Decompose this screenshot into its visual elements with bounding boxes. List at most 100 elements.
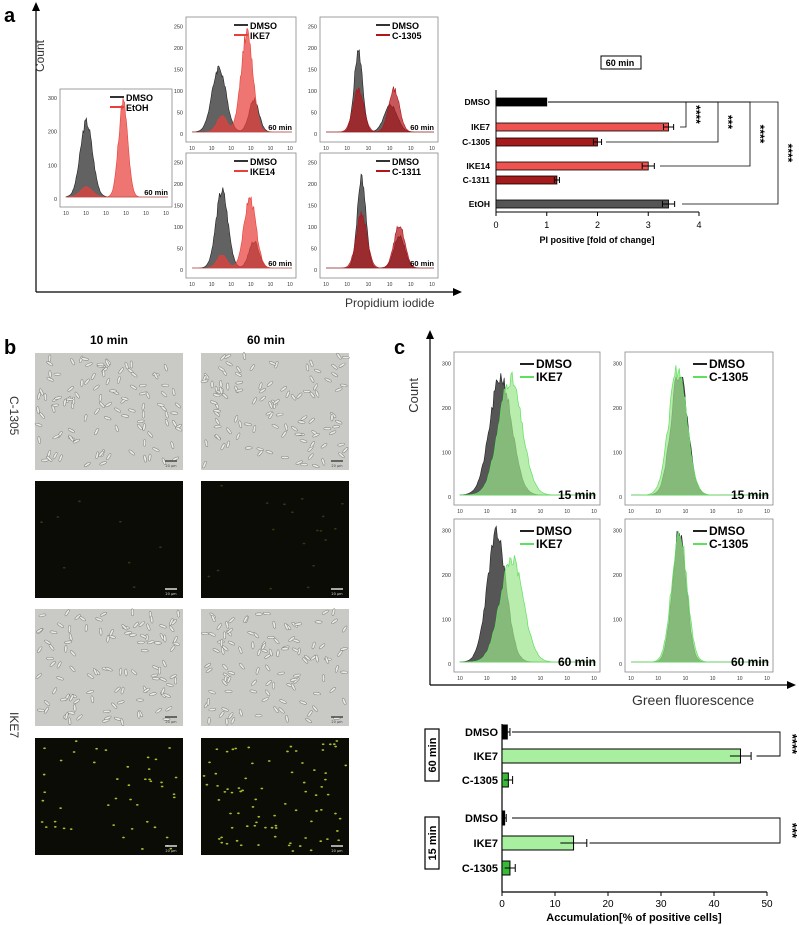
- bar-a-x-tick: 2: [595, 220, 600, 230]
- micrograph-3-1-cell: [159, 677, 167, 682]
- bar-c-category: DMSO: [465, 813, 498, 825]
- micrograph-4-2-cell: [257, 815, 261, 818]
- micrograph-3-1-cell: [68, 633, 73, 641]
- micrograph-1-2-cell: [259, 395, 266, 402]
- micrograph-1-1-cell: [53, 372, 62, 376]
- micrograph-4-1-cell: [149, 780, 153, 783]
- micrograph-1-1-cell: [172, 420, 177, 428]
- micrograph-4-2-cell: [337, 839, 341, 842]
- panel-c-histogram-1-tick: 10: [591, 509, 597, 515]
- panel-c-histogram-2-tick: 10: [710, 509, 716, 515]
- micrograph-1-2-cell: [315, 390, 320, 398]
- micrograph-1-2-cell: [213, 409, 221, 413]
- micrograph-4-2-cell: [250, 762, 254, 765]
- micrograph-3-2-cell: [278, 707, 285, 714]
- micrograph-3-2-cell: [318, 643, 326, 650]
- micrograph-4-2-cell: [274, 824, 278, 827]
- panel-a-histogram-2-tick: 250: [174, 24, 183, 30]
- panel-c-histogram-1-tick: 300: [442, 362, 451, 368]
- micrograph-4-1-cell: [112, 824, 116, 826]
- bar-a-category: C-1305: [462, 137, 490, 147]
- panel-c-histogram-1-legend-label-control: DMSO: [536, 357, 572, 371]
- micrograph-4-2-cell: [319, 840, 323, 843]
- micrograph-3-1-cell: [59, 697, 68, 702]
- micrograph-3-1-cell: [37, 708, 45, 712]
- micrograph-1-1-cell: [99, 461, 107, 466]
- panel-a-histogram-2-tick: 10: [228, 146, 234, 152]
- panel-a-histogram-3-tick: 10: [408, 146, 414, 152]
- panel-a-histogram-3-legend-label-control: DMSO: [392, 21, 419, 31]
- micrograph-1-2-cell: [213, 425, 222, 429]
- micrograph-1-2-cell: [215, 418, 220, 425]
- micrograph-1-2-cell: [285, 390, 290, 398]
- micrograph-3-1-cell: [170, 645, 176, 652]
- micrograph-3-2-cell: [251, 641, 255, 650]
- panel-a-histogram-2-tick: 50: [177, 110, 183, 116]
- micrograph-1-1-cell: [52, 434, 60, 440]
- bar-c-x-label: Accumulation[% of positive cells]: [546, 912, 722, 924]
- micrograph-4-2-cell: [247, 746, 251, 749]
- micrograph-1-2-cell: [220, 443, 226, 451]
- micrograph-4-2-cell: [241, 789, 244, 792]
- micrograph-4-2-cell: [225, 750, 229, 753]
- bar-a-bar: [495, 175, 558, 185]
- micrograph-3-2-cell: [262, 612, 271, 616]
- micrograph-1-1-cell: [175, 426, 183, 432]
- micrograph-3-1-cell: [140, 649, 149, 653]
- panel-a-histogram-2-tick: 10: [287, 146, 293, 152]
- micrograph-4-1-cell: [43, 747, 46, 750]
- micrograph-3-2-cell: [285, 714, 289, 723]
- micrograph-3-2-cell: [219, 711, 225, 718]
- micrograph-4-2-cell: [283, 802, 287, 805]
- panel-c-histogram-4-time: 60 min: [731, 655, 769, 669]
- micrograph-4-2-cell: [223, 790, 227, 793]
- micrograph-3-1-cell: [44, 706, 49, 714]
- panel-a-histogram-2-tick: 0: [180, 132, 183, 138]
- micrograph-3-2-cell: [247, 631, 255, 636]
- micrograph-4-1-cell: [160, 785, 164, 788]
- micrograph-4-2-cell: [230, 791, 234, 794]
- micrograph-4-2-cell: [326, 838, 329, 841]
- micrograph-1-2-cell: [338, 452, 345, 458]
- micrograph-3-1-cell: [102, 709, 111, 713]
- panel-a-histogram-1-tick: 10: [83, 211, 89, 217]
- micrograph-3-2-cell: [311, 641, 316, 650]
- micrograph-4-1-cell: [140, 848, 144, 850]
- micrograph-4-2-cell: [334, 745, 338, 748]
- panel-a-histogram-3-tick: 200: [308, 46, 317, 52]
- panel-a-histogram-5-tick: 100: [308, 225, 317, 231]
- micrograph-1-2-cell: [281, 431, 287, 438]
- panel-c-histogram-4-tick: 10: [628, 676, 634, 682]
- micrograph-2-2-cell: [272, 528, 275, 531]
- micrograph-1-1-cell: [153, 372, 159, 380]
- micrograph-1-2-cell: [309, 391, 316, 399]
- panel-a-histogram-1-tick: 300: [48, 96, 57, 102]
- panel-a-histogram-2-tick: 10: [268, 146, 274, 152]
- micrograph-3-2-cell: [269, 648, 273, 657]
- micrograph-3-2-cell: [228, 617, 235, 624]
- micrograph-3-2-cell: [294, 622, 303, 626]
- micrograph-4-2-cell: [235, 839, 239, 842]
- panel-a-histogram-2-tick: 200: [174, 46, 183, 52]
- panel-a-histogram-3-tick: 10: [344, 146, 350, 152]
- bar-c-sig-bracket: [512, 817, 781, 844]
- panel-c-histogram-2-time: 15 min: [731, 488, 769, 502]
- micrograph-4-2-cell: [328, 743, 332, 746]
- micrograph-3-2-cell: [225, 621, 229, 629]
- panel-a-histogram-4-tick: 10: [228, 282, 234, 288]
- micrograph-4-1-cell: [147, 768, 151, 771]
- micrograph-3-1-cell: [64, 644, 68, 653]
- micrograph-3-1-cell: [64, 640, 73, 644]
- micrograph-3-1-scale-label: 20 µm: [165, 720, 177, 724]
- panel-c-histogram-3-legend-label-control: DMSO: [536, 524, 572, 538]
- micrograph-1-1-cell: [81, 357, 89, 361]
- panel-c-histogram-4-tick: 200: [613, 573, 622, 579]
- panel-a-histogram-5-time: 60 min: [410, 259, 434, 268]
- micrograph-3-1-cell: [104, 715, 112, 720]
- micrograph-3-2-cell: [299, 700, 307, 705]
- micrograph-3-1-cell: [158, 666, 161, 675]
- micrograph-3-2-cell: [340, 647, 348, 651]
- micrograph-3-1-cell: [160, 687, 166, 695]
- micrograph-4-1-cell: [53, 826, 57, 828]
- micrograph-4-1-cell: [106, 804, 110, 807]
